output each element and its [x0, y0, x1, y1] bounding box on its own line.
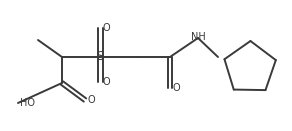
Text: O: O — [87, 95, 95, 105]
Text: S: S — [96, 50, 104, 64]
Text: NH: NH — [191, 32, 205, 42]
Text: O: O — [102, 77, 110, 87]
Text: O: O — [102, 23, 110, 33]
Text: O: O — [172, 83, 180, 93]
Text: HO: HO — [20, 98, 35, 108]
